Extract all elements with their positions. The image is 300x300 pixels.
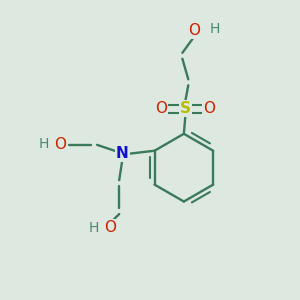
Text: O: O [54,137,66,152]
Text: O: O [155,101,167,116]
Text: O: O [104,220,116,235]
Text: O: O [188,23,200,38]
Text: H: H [39,137,49,151]
Text: O: O [203,101,215,116]
Text: S: S [180,101,191,116]
Text: H: H [210,22,220,36]
Text: H: H [89,221,99,235]
Text: N: N [116,146,128,161]
